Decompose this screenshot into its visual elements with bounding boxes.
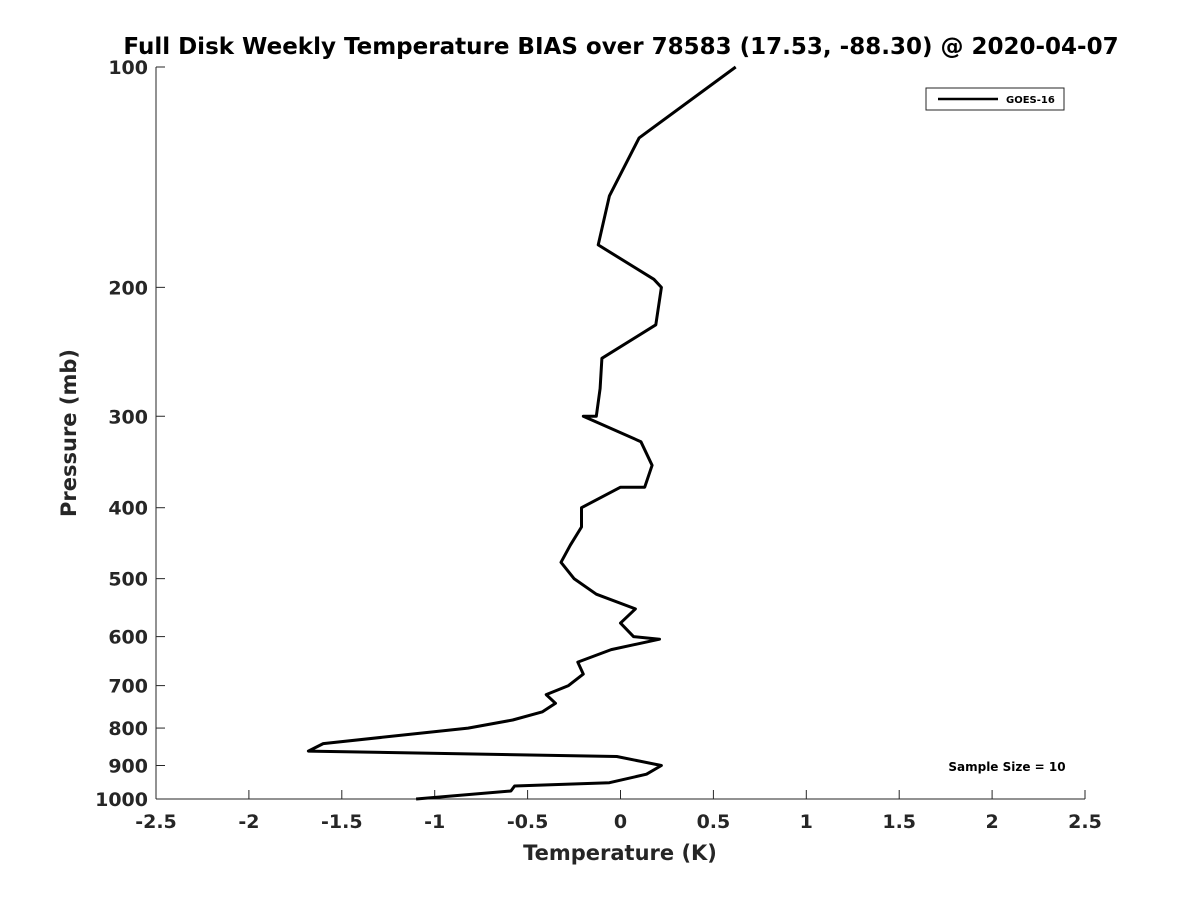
x-tick-label: 0.5 [697, 811, 731, 833]
chart-title: Full Disk Weekly Temperature BIAS over 7… [123, 34, 1118, 60]
x-tick-label: -0.5 [507, 811, 549, 833]
y-tick-label: 200 [108, 277, 148, 299]
x-tick-label: -2.5 [135, 811, 177, 833]
series-layer [306, 65, 737, 801]
legend: GOES-16 [925, 87, 1065, 111]
x-tick-label: 1.5 [882, 811, 916, 833]
x-tick-label: 2 [985, 811, 998, 833]
y-tick-label: 800 [108, 718, 148, 740]
y-tick-label: 500 [108, 569, 148, 591]
x-tick-label: -2 [238, 811, 259, 833]
x-ticks: -2.5 -2 -1.5 -1 -0.5 0 0.5 1 1.5 2 2.5 [135, 790, 1102, 833]
y-tick-label: 900 [108, 756, 148, 778]
series-line-goes-16 [306, 65, 737, 801]
x-tick-label: -1.5 [321, 811, 363, 833]
legend-label-goes-16: GOES-16 [1006, 95, 1055, 106]
sample-size-annotation: Sample Size = 10 [948, 760, 1065, 774]
x-tick-label: -1 [424, 811, 445, 833]
x-tick-label: 1 [800, 811, 813, 833]
y-ticks: 100 200 300 400 500 600 700 800 900 1000 [95, 57, 165, 811]
x-tick-label: 0 [614, 811, 627, 833]
x-axis-label: Temperature (K) [523, 841, 717, 865]
y-tick-label: 600 [108, 627, 148, 649]
y-tick-label: 300 [108, 406, 148, 428]
x-tick-label: 2.5 [1068, 811, 1102, 833]
y-tick-label: 700 [108, 676, 148, 698]
y-tick-label: 100 [108, 57, 148, 79]
y-tick-label: 1000 [95, 789, 148, 811]
y-axis-label: Pressure (mb) [57, 349, 81, 517]
plot-area: -2.5 -2 -1.5 -1 -0.5 0 0.5 1 1.5 2 2.5 100 200 300 40… [95, 57, 1102, 833]
y-tick-label: 400 [108, 498, 148, 520]
